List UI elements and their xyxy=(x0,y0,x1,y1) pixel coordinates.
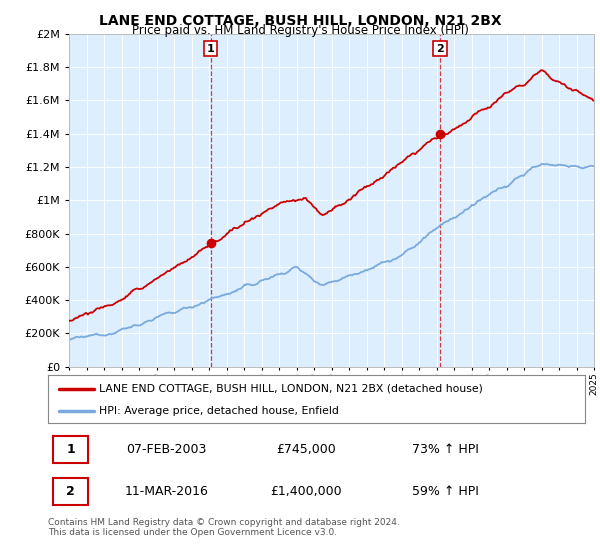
Text: 07-FEB-2003: 07-FEB-2003 xyxy=(126,443,206,456)
Text: HPI: Average price, detached house, Enfield: HPI: Average price, detached house, Enfi… xyxy=(99,406,339,416)
Text: LANE END COTTAGE, BUSH HILL, LONDON, N21 2BX: LANE END COTTAGE, BUSH HILL, LONDON, N21… xyxy=(98,14,502,28)
Text: £1,400,000: £1,400,000 xyxy=(270,485,341,498)
Text: 59% ↑ HPI: 59% ↑ HPI xyxy=(412,485,479,498)
Text: Price paid vs. HM Land Registry's House Price Index (HPI): Price paid vs. HM Land Registry's House … xyxy=(131,24,469,36)
FancyBboxPatch shape xyxy=(53,478,88,505)
Text: 1: 1 xyxy=(207,44,215,54)
Text: 2: 2 xyxy=(436,44,444,54)
FancyBboxPatch shape xyxy=(53,436,88,463)
Text: £745,000: £745,000 xyxy=(276,443,335,456)
Text: 73% ↑ HPI: 73% ↑ HPI xyxy=(412,443,479,456)
Text: 2: 2 xyxy=(67,485,75,498)
Text: LANE END COTTAGE, BUSH HILL, LONDON, N21 2BX (detached house): LANE END COTTAGE, BUSH HILL, LONDON, N21… xyxy=(99,384,483,394)
Text: Contains HM Land Registry data © Crown copyright and database right 2024.
This d: Contains HM Land Registry data © Crown c… xyxy=(48,518,400,538)
Text: 11-MAR-2016: 11-MAR-2016 xyxy=(124,485,208,498)
Text: 1: 1 xyxy=(67,443,75,456)
